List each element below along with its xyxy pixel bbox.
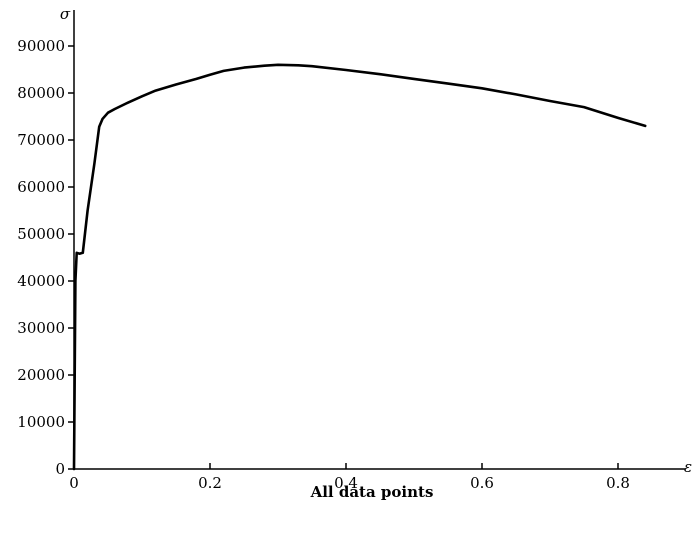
x-tick-label: 0.4 — [334, 474, 358, 492]
chart-caption: All data points — [310, 483, 434, 501]
x-axis-label: ε — [684, 458, 692, 476]
y-tick-label: 50000 — [17, 225, 65, 243]
y-tick-label: 30000 — [17, 319, 65, 337]
y-tick-label: 90000 — [17, 37, 65, 55]
y-tick-label: 70000 — [17, 131, 65, 149]
x-tick-label: 0.6 — [470, 474, 494, 492]
y-tick-label: 80000 — [17, 84, 65, 102]
plot-area — [72, 63, 647, 471]
y-tick-label: 0 — [55, 460, 65, 478]
y-ticks: 0 10000 20000 30000 40000 50000 60000 70000 8000… — [17, 37, 74, 478]
y-tick-label: 40000 — [17, 272, 65, 290]
series-line — [72, 63, 647, 471]
y-axis-label: σ — [60, 5, 71, 23]
x-tick-label: 0 — [69, 474, 79, 492]
y-tick-label: 10000 — [17, 413, 65, 431]
y-tick-label: 20000 — [17, 366, 65, 384]
x-tick-label: 0.8 — [606, 474, 630, 492]
y-tick-label: 60000 — [17, 178, 65, 196]
axes — [73, 10, 685, 470]
x-tick-label: 0.2 — [198, 474, 222, 492]
